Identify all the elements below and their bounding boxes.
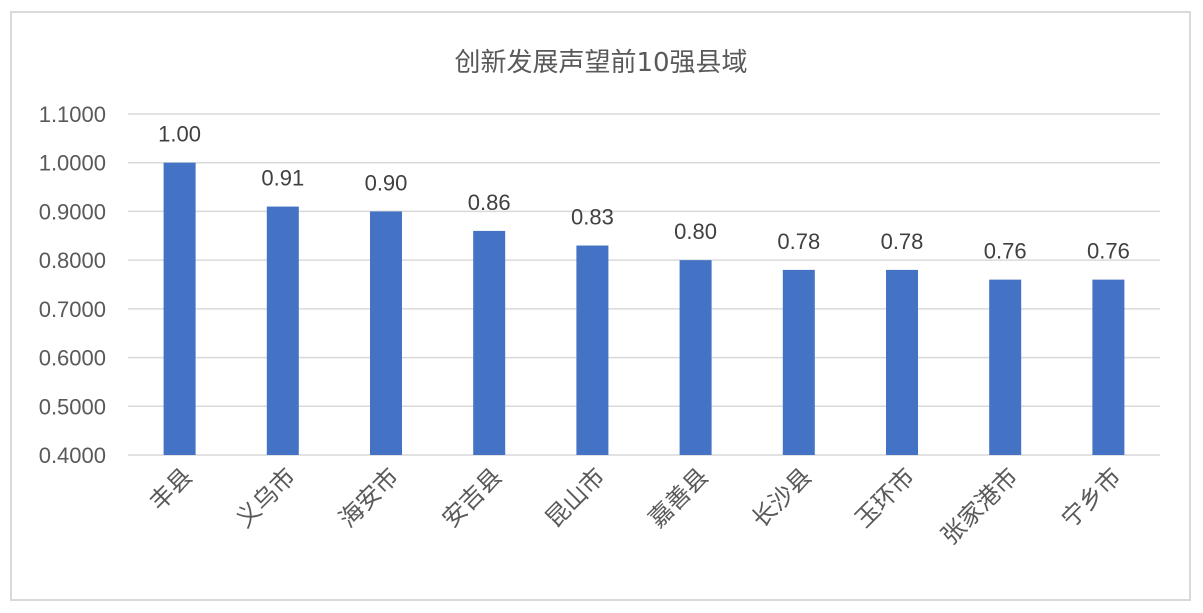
x-category-label: 海安市	[334, 462, 405, 533]
x-category-label: 宁乡市	[1056, 462, 1127, 533]
bar	[886, 269, 918, 455]
y-tick-label: 0.5000	[39, 394, 106, 419]
bar	[1092, 279, 1125, 455]
bar	[370, 211, 402, 455]
y-tick-label: 1.1000	[39, 102, 106, 127]
y-tick-label: 0.7000	[39, 297, 106, 322]
chart-title: 创新发展声望前10强县域	[454, 48, 747, 78]
x-category-label: 长沙县	[746, 462, 817, 533]
data-label: 0.80	[674, 219, 717, 244]
bar	[679, 260, 712, 455]
x-category-label: 丰县	[144, 462, 198, 516]
data-label: 0.90	[365, 170, 408, 195]
bars	[163, 162, 1125, 455]
x-category-label: 张家港市	[936, 462, 1024, 550]
y-tick-label: 0.6000	[39, 346, 106, 371]
y-axis-ticks: 0.4000 0.5000 0.6000 0.7000 0.8000 0.9000 1.00…	[39, 102, 106, 468]
x-category-label: 嘉善县	[643, 462, 714, 533]
x-category-label: 玉环市	[850, 462, 921, 533]
y-tick-label: 0.4000	[39, 443, 106, 468]
x-category-label: 安吉县	[437, 462, 508, 533]
y-tick-label: 1.0000	[39, 151, 106, 176]
bar	[782, 269, 815, 455]
bar	[473, 230, 506, 455]
data-label: 0.78	[777, 229, 820, 254]
y-tick-label: 0.9000	[39, 199, 106, 224]
x-axis-categories: 丰县 义乌市 海安市 安吉县 昆山市 嘉善县 长沙县 玉环市 张家港市 宁乡市	[144, 462, 1127, 550]
bar	[576, 245, 609, 455]
y-tick-label: 0.8000	[39, 248, 106, 273]
gridlines	[128, 113, 1160, 456]
data-label: 0.91	[261, 166, 304, 191]
data-label: 0.78	[881, 229, 924, 254]
data-label: 0.83	[571, 205, 614, 230]
x-category-label: 昆山市	[540, 462, 611, 533]
x-category-label: 义乌市	[230, 462, 301, 533]
data-labels: 1.00 0.91 0.90 0.86 0.83 0.80 0.78 0.78 0.76 0.76	[158, 122, 1130, 264]
data-label: 0.86	[468, 190, 511, 215]
data-label: 1.00	[158, 122, 201, 147]
bar	[163, 162, 196, 455]
bar	[989, 279, 1022, 455]
data-label: 0.76	[984, 239, 1027, 264]
data-label: 0.76	[1087, 239, 1130, 264]
bar	[266, 206, 299, 455]
